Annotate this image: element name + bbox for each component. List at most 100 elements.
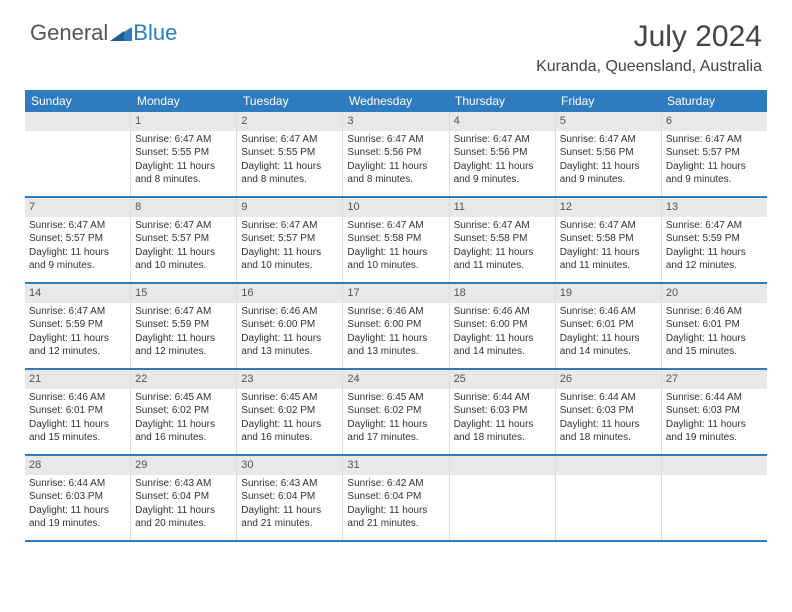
day-details: Sunrise: 6:45 AMSunset: 6:02 PMDaylight:… <box>131 389 236 449</box>
sunset-line: Sunset: 6:03 PM <box>454 404 551 418</box>
day-details: Sunrise: 6:44 AMSunset: 6:03 PMDaylight:… <box>556 389 661 449</box>
daylight-line: Daylight: 11 hours and 20 minutes. <box>135 504 232 531</box>
sunrise-line: Sunrise: 6:47 AM <box>241 219 338 233</box>
brand-part1: General <box>30 20 108 46</box>
calendar-day-cell: 25Sunrise: 6:44 AMSunset: 6:03 PMDayligh… <box>450 370 556 454</box>
sunrise-line: Sunrise: 6:47 AM <box>560 133 657 147</box>
day-number: 9 <box>237 198 342 217</box>
daylight-line: Daylight: 11 hours and 10 minutes. <box>135 246 232 273</box>
day-number: 27 <box>662 370 767 389</box>
daylight-line: Daylight: 11 hours and 9 minutes. <box>560 160 657 187</box>
calendar-day-cell: 6Sunrise: 6:47 AMSunset: 5:57 PMDaylight… <box>662 112 767 196</box>
sunrise-line: Sunrise: 6:45 AM <box>135 391 232 405</box>
calendar-day-cell: 18Sunrise: 6:46 AMSunset: 6:00 PMDayligh… <box>450 284 556 368</box>
day-number: 19 <box>556 284 661 303</box>
brand-logo: General Blue <box>30 20 177 46</box>
calendar-day-cell: 10Sunrise: 6:47 AMSunset: 5:58 PMDayligh… <box>343 198 449 282</box>
day-details: Sunrise: 6:47 AMSunset: 5:58 PMDaylight:… <box>450 217 555 277</box>
calendar-day-cell: 15Sunrise: 6:47 AMSunset: 5:59 PMDayligh… <box>131 284 237 368</box>
calendar-day-cell: 22Sunrise: 6:45 AMSunset: 6:02 PMDayligh… <box>131 370 237 454</box>
sunset-line: Sunset: 5:58 PM <box>454 232 551 246</box>
calendar-day-cell: 29Sunrise: 6:43 AMSunset: 6:04 PMDayligh… <box>131 456 237 540</box>
day-details: Sunrise: 6:47 AMSunset: 5:58 PMDaylight:… <box>343 217 448 277</box>
daylight-line: Daylight: 11 hours and 13 minutes. <box>347 332 444 359</box>
daylight-line: Daylight: 11 hours and 16 minutes. <box>241 418 338 445</box>
day-details: Sunrise: 6:47 AMSunset: 5:55 PMDaylight:… <box>237 131 342 191</box>
sunset-line: Sunset: 5:59 PM <box>29 318 126 332</box>
daylight-line: Daylight: 11 hours and 17 minutes. <box>347 418 444 445</box>
sunrise-line: Sunrise: 6:47 AM <box>135 219 232 233</box>
day-details: Sunrise: 6:45 AMSunset: 6:02 PMDaylight:… <box>343 389 448 449</box>
calendar-day-cell: 19Sunrise: 6:46 AMSunset: 6:01 PMDayligh… <box>556 284 662 368</box>
calendar-day-cell <box>662 456 767 540</box>
sunset-line: Sunset: 5:59 PM <box>666 232 763 246</box>
calendar-day-cell: 7Sunrise: 6:47 AMSunset: 5:57 PMDaylight… <box>25 198 131 282</box>
sunset-line: Sunset: 6:03 PM <box>560 404 657 418</box>
day-details: Sunrise: 6:47 AMSunset: 5:56 PMDaylight:… <box>450 131 555 191</box>
location-text: Kuranda, Queensland, Australia <box>536 58 762 76</box>
day-details: Sunrise: 6:46 AMSunset: 6:00 PMDaylight:… <box>343 303 448 363</box>
sunrise-line: Sunrise: 6:46 AM <box>241 305 338 319</box>
sunrise-line: Sunrise: 6:47 AM <box>241 133 338 147</box>
calendar: SundayMondayTuesdayWednesdayThursdayFrid… <box>25 90 767 542</box>
sunset-line: Sunset: 6:02 PM <box>135 404 232 418</box>
sunrise-line: Sunrise: 6:47 AM <box>454 219 551 233</box>
day-details: Sunrise: 6:47 AMSunset: 5:57 PMDaylight:… <box>662 131 767 191</box>
day-number <box>450 456 555 475</box>
month-title: July 2024 <box>536 20 762 54</box>
sunrise-line: Sunrise: 6:46 AM <box>347 305 444 319</box>
sunrise-line: Sunrise: 6:47 AM <box>347 219 444 233</box>
daylight-line: Daylight: 11 hours and 21 minutes. <box>347 504 444 531</box>
day-details: Sunrise: 6:47 AMSunset: 5:57 PMDaylight:… <box>237 217 342 277</box>
sunset-line: Sunset: 6:02 PM <box>241 404 338 418</box>
daylight-line: Daylight: 11 hours and 16 minutes. <box>135 418 232 445</box>
day-number: 14 <box>25 284 130 303</box>
logo-triangle-icon <box>110 25 132 41</box>
sunset-line: Sunset: 5:56 PM <box>347 146 444 160</box>
page-header: General Blue July 2024 Kuranda, Queensla… <box>0 0 792 84</box>
weekday-header: Friday <box>555 90 661 112</box>
day-details: Sunrise: 6:42 AMSunset: 6:04 PMDaylight:… <box>343 475 448 535</box>
sunset-line: Sunset: 5:55 PM <box>241 146 338 160</box>
day-details: Sunrise: 6:47 AMSunset: 5:56 PMDaylight:… <box>343 131 448 191</box>
calendar-day-cell: 24Sunrise: 6:45 AMSunset: 6:02 PMDayligh… <box>343 370 449 454</box>
calendar-day-cell: 2Sunrise: 6:47 AMSunset: 5:55 PMDaylight… <box>237 112 343 196</box>
day-details: Sunrise: 6:45 AMSunset: 6:02 PMDaylight:… <box>237 389 342 449</box>
day-number: 4 <box>450 112 555 131</box>
sunrise-line: Sunrise: 6:46 AM <box>666 305 763 319</box>
sunset-line: Sunset: 5:56 PM <box>560 146 657 160</box>
sunrise-line: Sunrise: 6:46 AM <box>560 305 657 319</box>
sunset-line: Sunset: 6:00 PM <box>454 318 551 332</box>
calendar-day-cell: 17Sunrise: 6:46 AMSunset: 6:00 PMDayligh… <box>343 284 449 368</box>
day-number: 17 <box>343 284 448 303</box>
sunset-line: Sunset: 5:55 PM <box>135 146 232 160</box>
day-number: 25 <box>450 370 555 389</box>
calendar-day-cell: 23Sunrise: 6:45 AMSunset: 6:02 PMDayligh… <box>237 370 343 454</box>
calendar-week-row: 21Sunrise: 6:46 AMSunset: 6:01 PMDayligh… <box>25 370 767 456</box>
day-number: 8 <box>131 198 236 217</box>
sunrise-line: Sunrise: 6:43 AM <box>241 477 338 491</box>
daylight-line: Daylight: 11 hours and 21 minutes. <box>241 504 338 531</box>
day-details: Sunrise: 6:43 AMSunset: 6:04 PMDaylight:… <box>237 475 342 535</box>
sunset-line: Sunset: 6:03 PM <box>29 490 126 504</box>
calendar-day-cell: 28Sunrise: 6:44 AMSunset: 6:03 PMDayligh… <box>25 456 131 540</box>
weekday-header: Thursday <box>449 90 555 112</box>
day-number: 18 <box>450 284 555 303</box>
day-details: Sunrise: 6:47 AMSunset: 5:55 PMDaylight:… <box>131 131 236 191</box>
daylight-line: Daylight: 11 hours and 18 minutes. <box>560 418 657 445</box>
daylight-line: Daylight: 11 hours and 19 minutes. <box>666 418 763 445</box>
day-number: 23 <box>237 370 342 389</box>
day-number <box>25 112 130 131</box>
day-number: 16 <box>237 284 342 303</box>
sunrise-line: Sunrise: 6:47 AM <box>666 219 763 233</box>
sunset-line: Sunset: 6:01 PM <box>29 404 126 418</box>
calendar-day-cell <box>556 456 662 540</box>
sunrise-line: Sunrise: 6:47 AM <box>135 133 232 147</box>
daylight-line: Daylight: 11 hours and 9 minutes. <box>454 160 551 187</box>
sunset-line: Sunset: 6:04 PM <box>241 490 338 504</box>
sunrise-line: Sunrise: 6:45 AM <box>241 391 338 405</box>
sunrise-line: Sunrise: 6:44 AM <box>454 391 551 405</box>
day-number: 24 <box>343 370 448 389</box>
brand-part2: Blue <box>133 20 177 46</box>
day-details: Sunrise: 6:46 AMSunset: 6:01 PMDaylight:… <box>662 303 767 363</box>
